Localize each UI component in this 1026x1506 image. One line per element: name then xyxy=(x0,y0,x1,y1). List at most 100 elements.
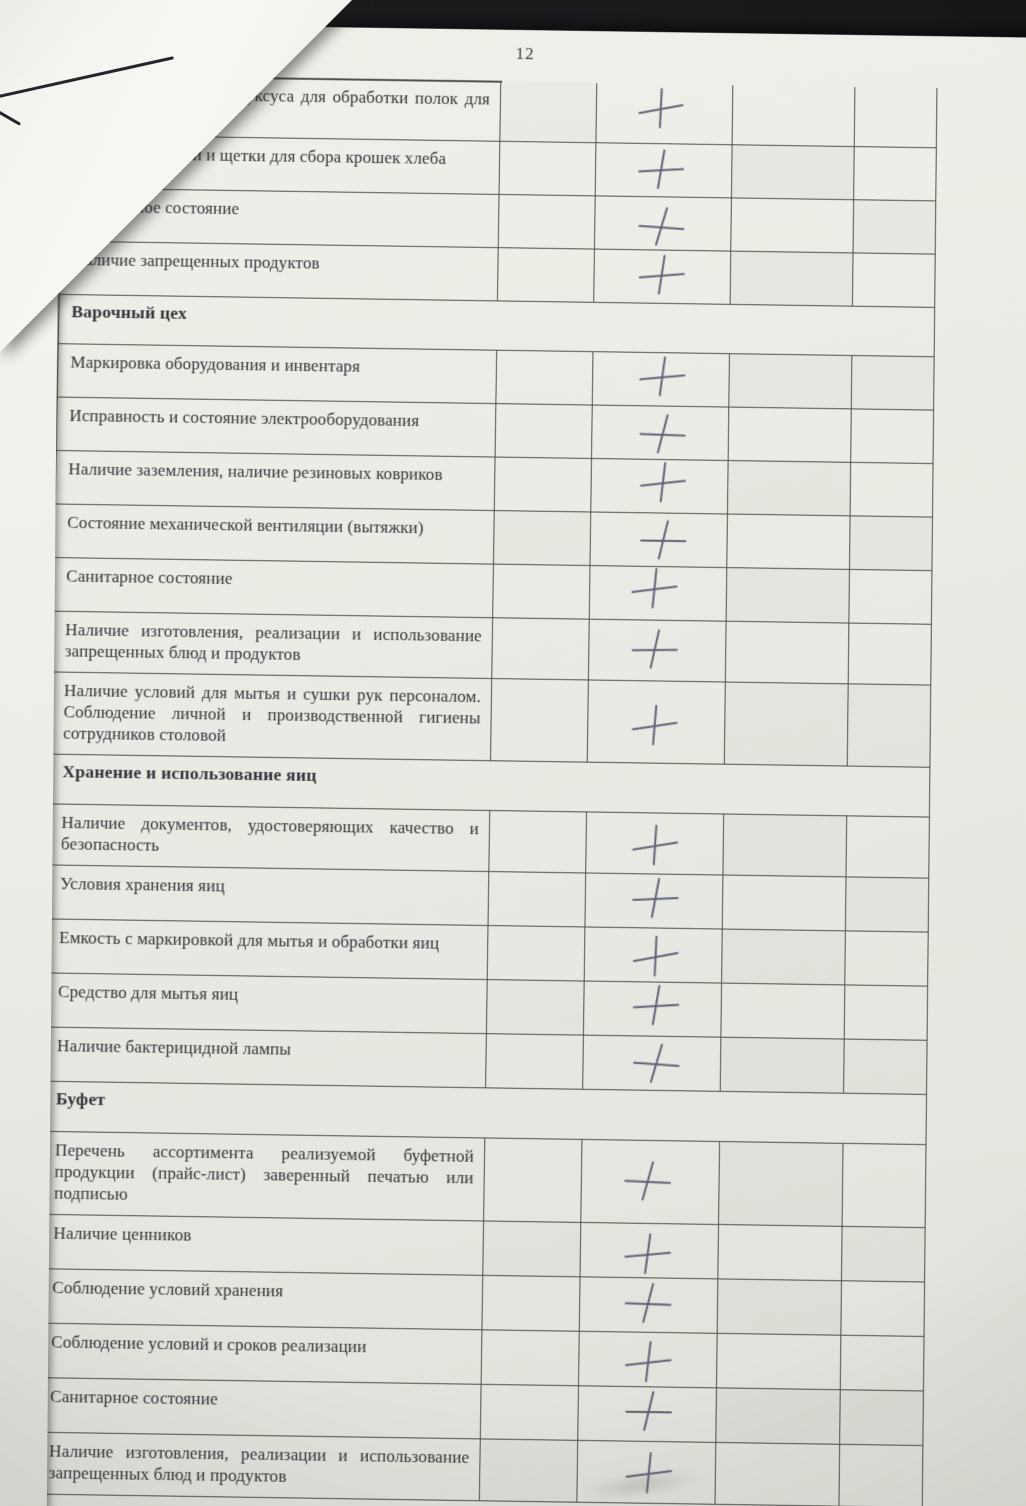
item-description: Маркировка оборудования и инвентаря xyxy=(57,344,498,403)
handwritten-check-mark xyxy=(638,521,687,561)
empty-cell xyxy=(489,810,588,873)
item-description: Наличие заземления, наличие резиновых ко… xyxy=(55,450,496,510)
handwritten-check-mark xyxy=(630,706,679,746)
empty-cell xyxy=(719,1141,844,1226)
empty-cell xyxy=(731,198,855,253)
overlapping-sheet-corner xyxy=(0,0,352,352)
empty-cell xyxy=(725,621,850,683)
empty-cell xyxy=(849,623,931,684)
empty-cell xyxy=(730,251,854,306)
empty-cell xyxy=(493,510,592,565)
empty-cell xyxy=(847,816,929,877)
handwritten-check-mark xyxy=(630,936,680,978)
item-description: Исправность и состояние электрооборудова… xyxy=(56,397,497,457)
item-description: Емкость с маркировкой для мытья и обрабо… xyxy=(46,919,489,979)
empty-cell xyxy=(727,514,851,569)
empty-cell xyxy=(728,407,852,462)
empty-cell xyxy=(491,678,589,762)
table-row: Наличие изготовления, реализации и испол… xyxy=(36,1432,923,1506)
empty-cell xyxy=(855,87,937,147)
check-cell xyxy=(588,619,727,682)
empty-cell xyxy=(716,1333,842,1390)
empty-cell xyxy=(487,925,586,981)
check-cell xyxy=(589,565,728,621)
handwritten-check-mark xyxy=(630,570,678,609)
empty-cell xyxy=(720,1037,845,1093)
empty-cell xyxy=(721,983,846,1039)
handwritten-check-mark xyxy=(624,1343,672,1382)
item-description: Перечень ассортимента реализуемой буфетн… xyxy=(41,1131,486,1221)
empty-cell xyxy=(480,1384,579,1440)
check-cell xyxy=(596,83,734,145)
empty-cell xyxy=(841,1281,924,1336)
item-description: Условия хранения яиц xyxy=(47,865,490,925)
empty-cell xyxy=(853,200,936,254)
handwritten-check-mark xyxy=(638,359,685,396)
handwritten-check-mark xyxy=(624,1236,671,1274)
check-cell xyxy=(579,1331,718,1388)
handwritten-check-mark xyxy=(630,630,679,670)
empty-cell xyxy=(845,931,927,985)
check-cell xyxy=(586,812,725,875)
empty-cell xyxy=(845,985,927,1039)
sheet-corner-paper xyxy=(0,0,352,352)
item-description: Санитарное состояние xyxy=(37,1378,482,1439)
empty-cell xyxy=(843,1144,926,1227)
handwritten-check-mark xyxy=(623,1391,673,1432)
empty-cell xyxy=(498,194,596,249)
empty-cell xyxy=(841,1226,925,1282)
table-row: Наличие условий для мытья и сушки рук пе… xyxy=(50,672,931,768)
check-cell xyxy=(595,143,733,198)
item-description: Наличие изготовления, реализации и испол… xyxy=(52,611,494,678)
empty-cell xyxy=(845,877,929,932)
empty-cell xyxy=(479,1439,579,1502)
handwritten-check-mark xyxy=(632,987,679,1024)
handwritten-check-mark xyxy=(630,826,680,867)
check-cell xyxy=(587,680,726,764)
check-cell xyxy=(580,1222,720,1279)
empty-cell xyxy=(486,1033,584,1089)
check-cell xyxy=(583,981,723,1037)
empty-cell xyxy=(853,253,935,306)
empty-cell xyxy=(839,1445,922,1506)
empty-cell xyxy=(488,871,587,927)
empty-cell xyxy=(722,875,847,931)
handwritten-check-mark xyxy=(637,414,687,455)
empty-cell xyxy=(851,463,933,517)
handwritten-check-mark xyxy=(630,1043,681,1086)
empty-cell xyxy=(851,409,933,463)
item-description: Наличие документов, удостоверяющих качес… xyxy=(48,804,491,871)
check-cell xyxy=(583,1035,722,1091)
empty-cell xyxy=(849,516,932,570)
empty-cell xyxy=(729,353,853,409)
handwritten-check-mark xyxy=(623,1283,673,1325)
empty-cell xyxy=(717,1279,842,1335)
empty-cell xyxy=(844,1039,927,1094)
item-description: Наличие изготовления, реализации и испол… xyxy=(36,1432,481,1500)
empty-cell xyxy=(481,1330,580,1386)
check-cell xyxy=(578,1386,717,1442)
empty-cell xyxy=(722,929,846,985)
empty-cell xyxy=(851,355,934,410)
item-description: Наличие условий для мытья и сушки рук пе… xyxy=(50,672,493,761)
empty-cell xyxy=(840,1390,923,1445)
empty-cell xyxy=(484,1138,583,1222)
check-cell xyxy=(594,249,732,304)
empty-cell xyxy=(723,814,848,877)
empty-cell xyxy=(849,570,931,624)
empty-cell xyxy=(492,618,590,680)
check-cell xyxy=(594,196,732,251)
empty-cell xyxy=(500,81,598,143)
empty-cell xyxy=(718,1224,843,1281)
check-cell xyxy=(592,351,730,407)
item-description: Наличие бактерицидной лампы xyxy=(44,1027,487,1087)
empty-cell xyxy=(482,1275,581,1331)
page-number: 12 xyxy=(515,43,535,64)
empty-cell xyxy=(499,141,597,196)
empty-cell xyxy=(726,567,850,623)
handwritten-check-mark xyxy=(622,1161,673,1203)
empty-cell xyxy=(724,682,849,766)
empty-cell xyxy=(715,1442,841,1506)
check-cell xyxy=(592,405,730,460)
